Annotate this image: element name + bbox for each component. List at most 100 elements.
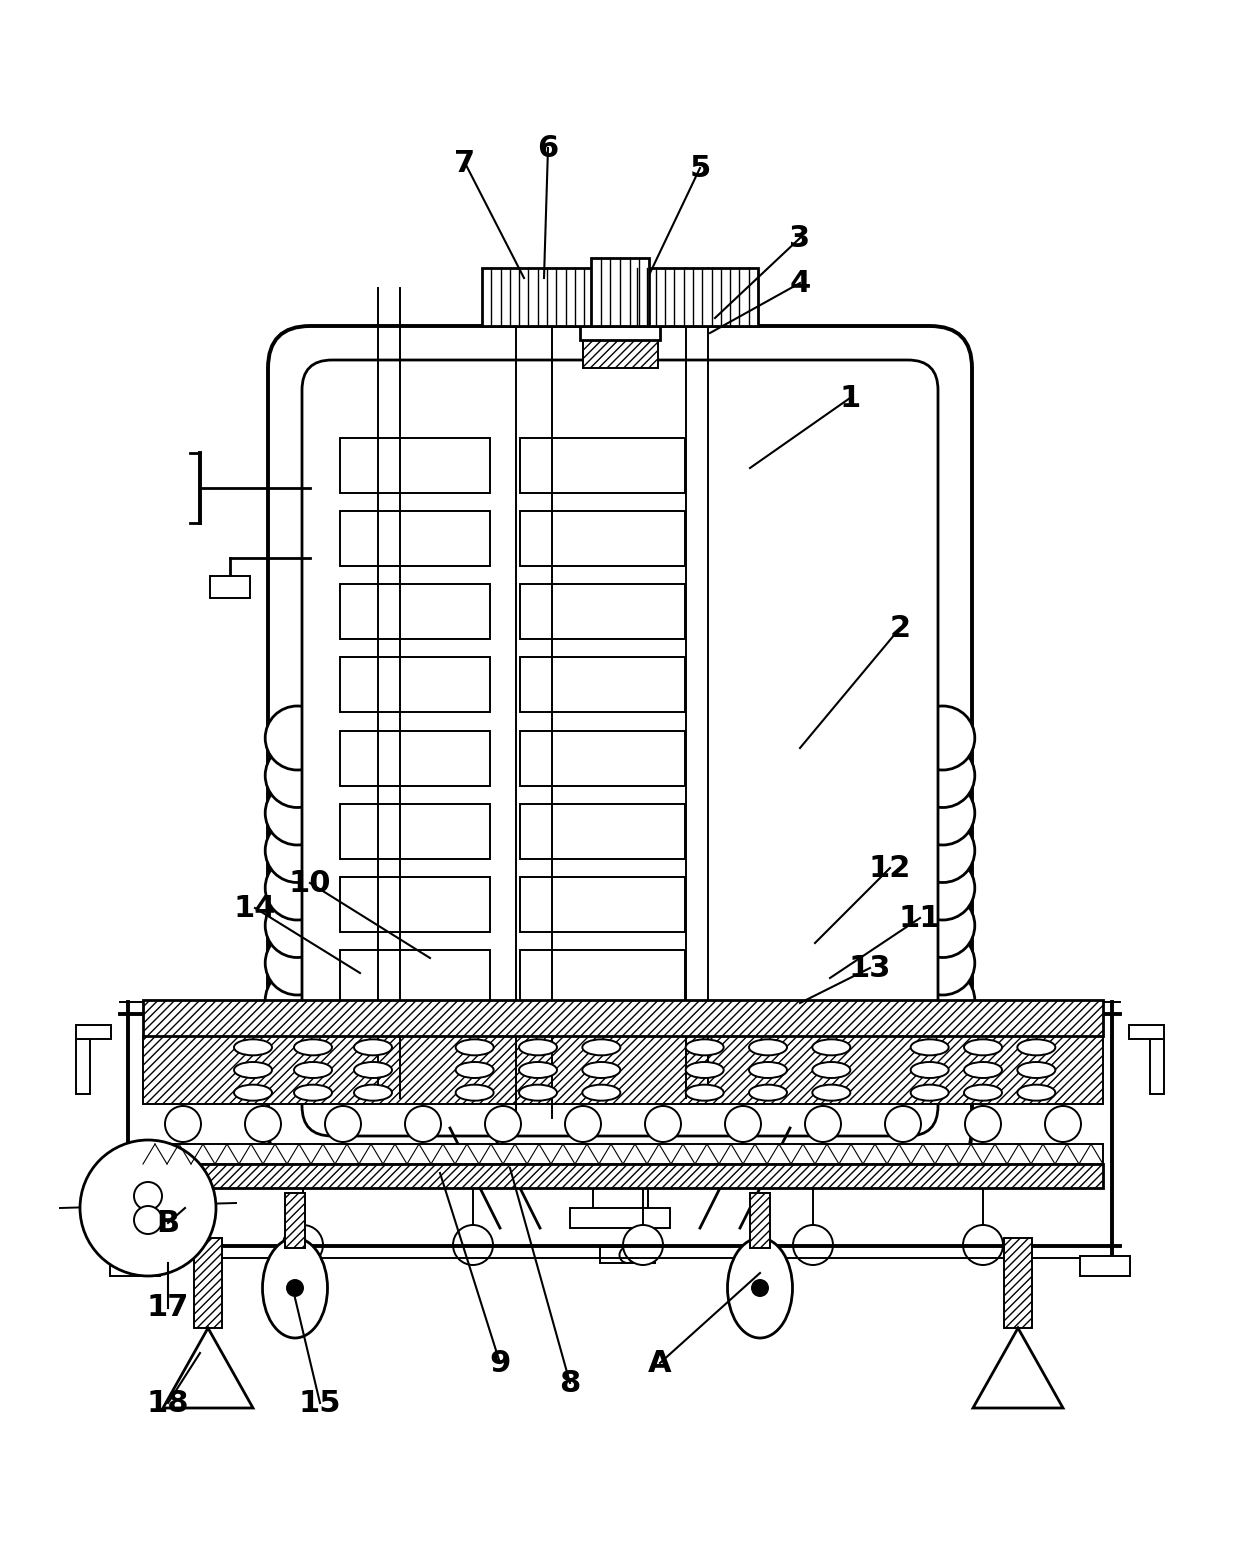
Text: 15: 15 [299,1389,341,1417]
Text: 6: 6 [537,133,559,163]
Text: 7: 7 [454,149,476,177]
Text: 10: 10 [289,869,331,897]
Ellipse shape [583,1085,620,1101]
Bar [340,1022,490,1079]
Text: B: B [156,1209,180,1237]
Ellipse shape [520,1062,557,1079]
Circle shape [725,1105,761,1142]
Bar [482,268,613,326]
Bar [143,1163,1104,1189]
Ellipse shape [520,1085,557,1101]
Bar [520,511,684,566]
Bar [143,1145,1104,1163]
Circle shape [911,781,975,845]
Ellipse shape [812,1085,851,1101]
Circle shape [911,894,975,958]
Circle shape [751,1279,768,1297]
Circle shape [885,1105,921,1142]
Ellipse shape [686,1085,724,1101]
Ellipse shape [686,1040,724,1055]
Bar [520,657,684,712]
Bar [520,877,684,931]
Circle shape [965,1105,1001,1142]
Circle shape [911,931,975,996]
Circle shape [645,1105,681,1142]
Bar [750,1193,770,1248]
Bar [340,950,490,1005]
Circle shape [134,1182,162,1210]
Circle shape [265,781,329,845]
Ellipse shape [294,1040,332,1055]
Bar [570,1207,670,1228]
Bar [1080,1256,1130,1276]
Bar [285,1193,305,1248]
Ellipse shape [234,1040,272,1055]
Circle shape [485,1105,521,1142]
FancyBboxPatch shape [303,361,937,1135]
Bar [340,731,490,786]
Circle shape [265,931,329,996]
Ellipse shape [353,1040,392,1055]
Bar [340,585,490,640]
Text: A: A [649,1348,672,1378]
Circle shape [134,1206,162,1234]
Circle shape [265,856,329,920]
Bar [1004,1239,1032,1328]
Circle shape [265,706,329,770]
Circle shape [622,1225,663,1265]
Circle shape [81,1140,216,1276]
Text: 5: 5 [689,154,711,182]
Ellipse shape [294,1062,332,1079]
Ellipse shape [234,1062,272,1079]
Ellipse shape [728,1239,792,1338]
Bar [110,1256,160,1276]
Text: 13: 13 [849,953,892,983]
Circle shape [165,1105,201,1142]
Circle shape [911,969,975,1032]
Bar [580,326,660,340]
Text: 2: 2 [889,613,910,643]
Ellipse shape [910,1085,949,1101]
Ellipse shape [963,1040,1002,1055]
Text: 14: 14 [234,894,277,922]
Circle shape [1045,1105,1081,1142]
Bar [340,511,490,566]
Bar [520,731,684,786]
Ellipse shape [455,1062,494,1079]
Text: 17: 17 [146,1294,190,1322]
Ellipse shape [963,1062,1002,1079]
Text: 11: 11 [899,903,941,933]
Circle shape [405,1105,441,1142]
Bar [520,804,684,859]
Bar [340,437,490,492]
Ellipse shape [812,1062,851,1079]
Ellipse shape [353,1085,392,1101]
Circle shape [265,1007,329,1069]
Text: 4: 4 [790,268,811,298]
Text: 1: 1 [839,384,861,412]
Bar [340,657,490,712]
Circle shape [805,1105,841,1142]
Ellipse shape [1017,1062,1055,1079]
Ellipse shape [749,1085,787,1101]
Circle shape [325,1105,361,1142]
Bar [76,1025,112,1040]
Ellipse shape [353,1062,392,1079]
Ellipse shape [455,1085,494,1101]
Bar [210,575,250,597]
Bar [143,1000,1104,1036]
Bar [1128,1025,1164,1040]
Circle shape [620,1247,635,1262]
Ellipse shape [234,1085,272,1101]
Circle shape [794,1225,833,1265]
Polygon shape [973,1328,1063,1408]
Circle shape [911,706,975,770]
Ellipse shape [583,1062,620,1079]
Bar [520,437,684,492]
Ellipse shape [749,1062,787,1079]
Ellipse shape [520,1040,557,1055]
Ellipse shape [910,1040,949,1055]
Circle shape [286,1279,303,1297]
Bar [76,1040,91,1094]
Ellipse shape [455,1040,494,1055]
